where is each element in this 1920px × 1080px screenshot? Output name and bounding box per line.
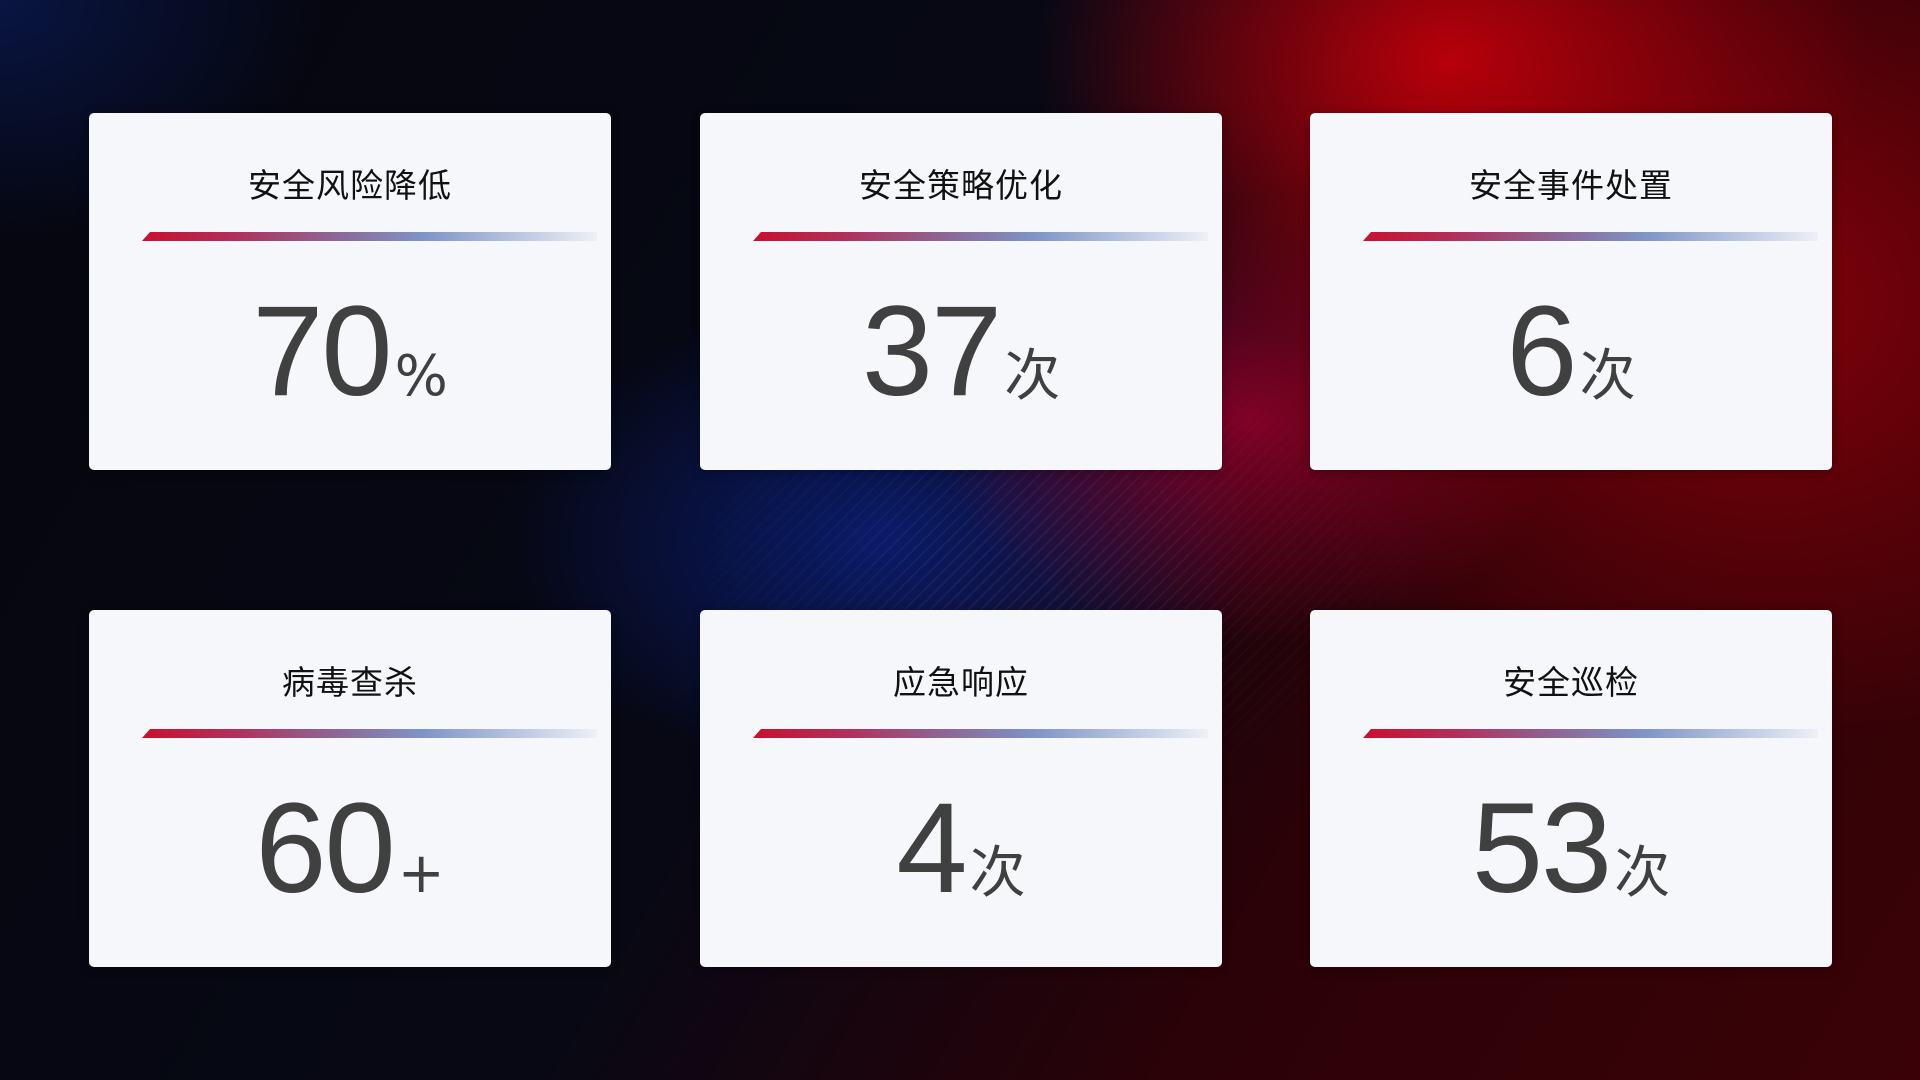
- value-unit: 次: [1579, 344, 1636, 409]
- value-number: 60: [255, 777, 395, 920]
- value-unit: %: [394, 344, 448, 409]
- card-value: 70%: [89, 278, 611, 425]
- value-unit: 次: [1004, 344, 1061, 409]
- value-number: 53: [1471, 777, 1612, 920]
- stat-card-virus-removal: 病毒查杀 60+: [89, 610, 611, 967]
- value-number: 37: [861, 280, 1002, 423]
- card-title: 应急响应: [893, 663, 1029, 702]
- card-title: 病毒查杀: [282, 663, 418, 702]
- stat-card-incident-handling: 安全事件处置 6次: [1310, 113, 1832, 470]
- gradient-divider: [753, 729, 1208, 738]
- gradient-divider: [142, 729, 597, 738]
- stat-card-policy-optimization: 安全策略优化 37次: [700, 113, 1222, 470]
- card-title: 安全策略优化: [859, 166, 1063, 205]
- card-title: 安全风险降低: [248, 166, 452, 205]
- card-value: 4次: [700, 775, 1222, 922]
- card-title: 安全巡检: [1503, 663, 1639, 702]
- gradient-divider: [753, 232, 1208, 241]
- stat-card-security-patrol: 安全巡检 53次: [1310, 610, 1832, 967]
- card-value: 6次: [1310, 278, 1832, 425]
- card-title: 安全事件处置: [1469, 166, 1673, 205]
- card-value: 53次: [1310, 775, 1832, 922]
- gradient-divider: [142, 232, 597, 241]
- gradient-divider: [1363, 232, 1818, 241]
- card-value: 37次: [700, 278, 1222, 425]
- value-number: 70: [252, 280, 392, 423]
- value-number: 6: [1506, 280, 1577, 423]
- gradient-divider: [1363, 729, 1818, 738]
- card-value: 60+: [89, 775, 611, 922]
- stat-card-emergency-response: 应急响应 4次: [700, 610, 1222, 967]
- value-unit: 次: [1614, 841, 1671, 906]
- stat-card-risk-reduction: 安全风险降低 70%: [89, 113, 611, 470]
- value-number: 4: [896, 777, 967, 920]
- value-unit: 次: [969, 841, 1026, 906]
- value-unit: +: [397, 841, 445, 906]
